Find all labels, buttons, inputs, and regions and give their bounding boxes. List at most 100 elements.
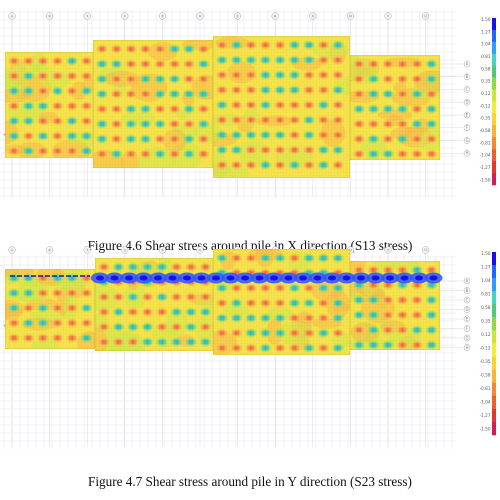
grid-row-bubble [463, 325, 471, 332]
stress-contour-plot-y: ①②③④⑤⑥⑦⑧⑨⑩⑪⑫ABCDEFGH1.501.271.040.810.58… [0, 246, 496, 449]
legend-swatch [492, 41, 496, 55]
grid-column-label: ④ [123, 247, 127, 252]
slab-contours [5, 36, 440, 178]
figure-caption: Figure 4.7 Shear stress around pile in Y… [88, 474, 412, 489]
legend-swatch [492, 149, 496, 162]
grid-row-bubble [463, 306, 471, 313]
grid-column-label: ⑦ [236, 13, 240, 18]
origin-marker: + [3, 323, 6, 328]
legend-value: -0.12 [480, 103, 491, 108]
grid-column-label: ④ [123, 13, 127, 18]
grid-column-bubble [8, 12, 16, 20]
legend-value: -1.04 [480, 400, 491, 405]
legend-swatch [492, 278, 496, 292]
legend-swatch [492, 77, 496, 90]
slab-segment [213, 249, 350, 355]
grid-column-bubble [158, 12, 166, 20]
grid-row-bubble [463, 111, 471, 119]
legend-value: 0.58 [481, 66, 491, 71]
grid-column-label: ⑩ [349, 13, 353, 18]
stress-blotch [30, 337, 60, 349]
legend-value: -0.35 [480, 359, 491, 364]
legend-swatch [492, 252, 496, 266]
grid-row-bubble [463, 137, 471, 144]
grid-column-label: ⑩ [349, 247, 353, 252]
legend-value: -1.50 [480, 177, 491, 182]
slab-segment [350, 55, 440, 160]
grid-row-label: A [466, 61, 469, 66]
legend-value: 0.12 [481, 91, 491, 96]
grid-column-bubble [422, 246, 430, 254]
legend-swatch [492, 317, 496, 331]
grid-column-bubble [196, 12, 204, 20]
legend-swatch [492, 53, 496, 67]
grid-row-bubble [463, 99, 471, 106]
grid-column-label: ② [48, 13, 52, 18]
grid-column-bubble [271, 12, 279, 20]
legend-swatch [492, 356, 496, 370]
grid-row-bubble [463, 124, 471, 131]
stress-blotch [223, 302, 250, 317]
grid-column-bubble [196, 246, 204, 254]
grid-row-label: H [465, 151, 468, 156]
grid-row-label: B [466, 288, 469, 293]
grid-column-label: ⑤ [161, 247, 165, 252]
grid-column-label: ⑫ [424, 246, 428, 252]
legend-swatch [492, 395, 496, 410]
legend-swatch [492, 137, 496, 150]
high-stress-band [10, 272, 443, 284]
legend-swatch [492, 343, 496, 357]
legend-value: 1.50 [481, 17, 491, 22]
grid-column-label: ③ [85, 13, 89, 18]
legend-value: -1.27 [480, 165, 491, 170]
slab-segment [350, 261, 440, 350]
grid-column-label: ⑥ [198, 13, 202, 18]
grid-column-label: ① [10, 247, 14, 252]
legend-value: 1.50 [481, 251, 491, 256]
legend-value: -1.50 [480, 427, 491, 432]
grid-column-label: ② [48, 247, 52, 252]
grid-column-label: ① [10, 13, 14, 18]
legend-swatch [492, 330, 496, 344]
grid-column-label: ⑪ [386, 12, 390, 18]
legend-swatch [492, 161, 496, 174]
grid-column-bubble [46, 12, 54, 20]
grid-row-label: F [466, 125, 469, 130]
legend-swatch [492, 291, 496, 305]
slab-segment [93, 40, 213, 168]
legend-value: -0.35 [480, 116, 491, 121]
slab-segment [5, 269, 95, 349]
legend-value: 0.35 [481, 319, 491, 324]
legend-swatch [492, 304, 496, 318]
grid-row-bubble [463, 287, 471, 294]
legend-swatch [492, 369, 496, 384]
legend-value: -1.27 [480, 413, 491, 418]
legend-value: -0.58 [480, 373, 491, 378]
stress-legend: 1.50 1.27 1.04 0.81 0.58 0.35 0.12 -0.12 -0.35 -0… [480, 17, 496, 186]
figure-s23-stress: ①②③④⑤⑥⑦⑧⑨⑩⑪⑫ABCDEFGH1.501.271.040.810.58… [0, 245, 500, 455]
grid-column-bubble [422, 12, 430, 20]
grid-column-bubble [158, 246, 166, 254]
grid-column-bubble [8, 246, 16, 254]
grid-row-label: G [465, 335, 468, 340]
slab-contours [5, 249, 440, 355]
grid-row-bubble [463, 60, 471, 68]
legend-value: -0.81 [480, 140, 491, 145]
legend-value: -0.12 [480, 346, 491, 351]
grid-column-bubble [234, 12, 242, 20]
legend-swatch [492, 265, 496, 279]
grid-row-label: E [466, 112, 469, 117]
legend-swatch [492, 29, 496, 43]
grid-column-label: ⑥ [198, 247, 202, 252]
figure-s13-stress: ① ② ③ ④ ⑤ ⑥ ⑦ ⑧ ⑨ ⑩ ⑪ ⑫ A B C D E F G H 1.50 1.27 1.04 0.81 0.58… [0, 0, 500, 205]
legend-value: 0.81 [481, 54, 491, 59]
legend-swatch [492, 125, 496, 138]
slab-segment [5, 52, 93, 158]
grid-row-label: B [466, 74, 469, 79]
grid-column-label: ⑤ [161, 13, 165, 18]
legend-value: 0.35 [481, 79, 491, 84]
grid-row-bubble [463, 334, 471, 342]
legend-swatch [492, 408, 496, 423]
grid-row-label: C [466, 297, 469, 302]
